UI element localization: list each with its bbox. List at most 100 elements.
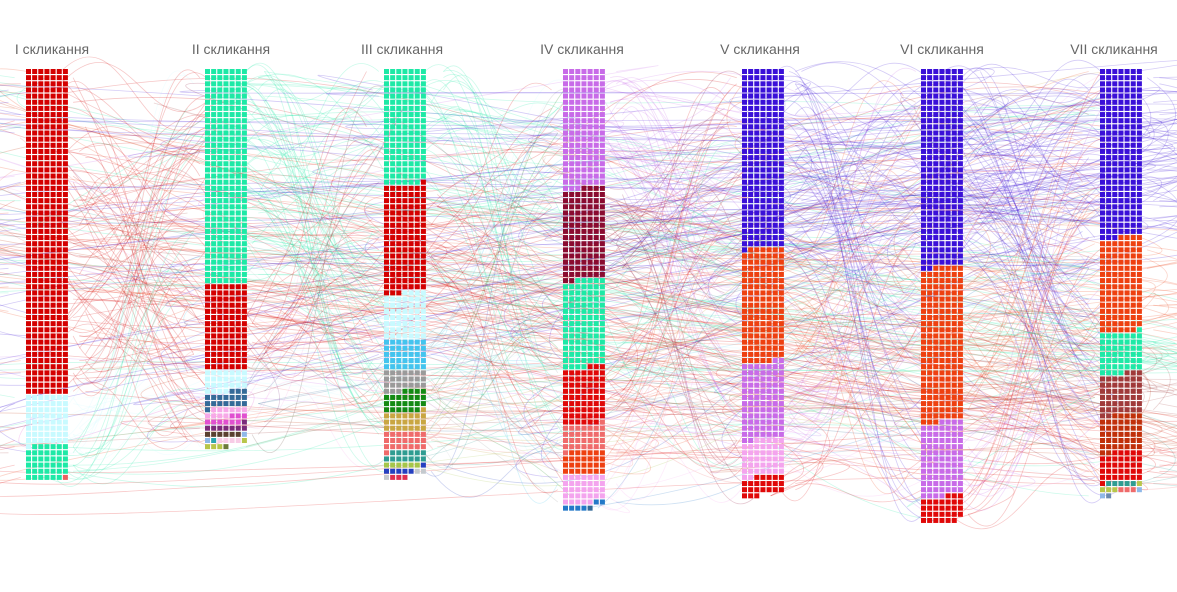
- deputy-cell: [927, 198, 933, 204]
- deputy-cell: [420, 364, 426, 370]
- flow-line: [147, 262, 1177, 433]
- deputy-cell: [235, 278, 241, 284]
- deputy-cell: [229, 155, 235, 161]
- deputy-cell: [26, 179, 31, 185]
- deputy-cell: [1130, 204, 1136, 210]
- deputy-cell: [1124, 228, 1130, 234]
- deputy-cell: [563, 450, 568, 456]
- deputy-cell: [241, 173, 247, 179]
- deputy-cell: [754, 185, 760, 191]
- deputy-cell: [575, 105, 581, 111]
- deputy-cell: [575, 124, 581, 130]
- deputy-cell: [402, 161, 408, 167]
- deputy-cell: [229, 382, 235, 388]
- deputy-cell: [1106, 407, 1112, 413]
- deputy-cell: [563, 130, 568, 136]
- deputy-cell: [384, 247, 389, 253]
- deputy-cell: [927, 308, 933, 314]
- deputy-cell: [205, 382, 210, 388]
- deputy-cell: [32, 222, 38, 228]
- deputy-cell: [921, 456, 926, 462]
- deputy-cell: [754, 339, 760, 345]
- deputy-cell: [1130, 216, 1136, 222]
- deputy-cell: [1124, 99, 1130, 105]
- flow-line: [0, 308, 822, 481]
- deputy-cell: [945, 407, 951, 413]
- deputy-cell: [575, 321, 581, 327]
- party-group: [211, 438, 217, 443]
- deputy-cell: [235, 81, 241, 87]
- deputy-cell: [957, 462, 963, 468]
- flow-line: [622, 143, 744, 375]
- flow-line: [184, 120, 836, 312]
- deputy-cell: [408, 315, 414, 320]
- deputy-cell: [1118, 394, 1124, 400]
- deputy-cell: [599, 124, 605, 130]
- deputy-cell: [778, 327, 784, 333]
- deputy-cell: [38, 388, 44, 394]
- flow-line: [980, 89, 1120, 441]
- deputy-cell: [402, 75, 408, 81]
- deputy-cell: [26, 315, 31, 320]
- deputy-cell: [1136, 382, 1142, 388]
- deputy-cell: [778, 358, 784, 364]
- deputy-cell: [205, 401, 210, 407]
- deputy-cell: [32, 235, 38, 241]
- deputy-cell: [223, 161, 229, 167]
- deputy-cell: [56, 179, 62, 185]
- deputy-cell: [229, 130, 235, 136]
- deputy-cell: [50, 364, 56, 370]
- deputy-cell: [1106, 468, 1112, 474]
- deputy-cell: [235, 419, 241, 425]
- deputy-cell: [933, 468, 939, 474]
- deputy-cell: [593, 333, 599, 339]
- deputy-cell: [223, 112, 229, 118]
- deputy-cell: [26, 198, 31, 204]
- flow-line: [412, 132, 571, 324]
- deputy-cell: [235, 185, 241, 191]
- deputy-cell: [229, 394, 235, 400]
- deputy-cell: [766, 118, 772, 124]
- deputy-cell: [748, 308, 754, 314]
- flow-line: [967, 172, 1102, 346]
- deputy-cell: [927, 75, 933, 81]
- deputy-cell: [223, 382, 229, 388]
- deputy-cell: [56, 364, 62, 370]
- deputy-cell: [420, 419, 426, 425]
- deputy-cell: [766, 315, 772, 320]
- deputy-cell: [408, 87, 414, 93]
- deputy-cell: [1130, 155, 1136, 161]
- deputy-cell: [945, 253, 951, 259]
- deputy-cell: [951, 487, 957, 493]
- deputy-cell: [1100, 69, 1105, 74]
- flow-line: [961, 67, 1090, 275]
- deputy-cell: [1118, 124, 1124, 130]
- deputy-cell: [593, 69, 599, 74]
- deputy-cell: [396, 333, 402, 339]
- deputy-cell: [742, 481, 747, 487]
- flow-line: [0, 224, 1177, 443]
- deputy-cell: [414, 431, 420, 437]
- deputy-cell: [587, 278, 593, 284]
- deputy-cell: [402, 388, 408, 394]
- deputy-cell: [44, 358, 50, 364]
- deputy-cell: [205, 99, 210, 105]
- deputy-cell: [56, 216, 62, 222]
- deputy-cell: [205, 105, 210, 111]
- deputy-cell: [927, 376, 933, 382]
- flow-line: [980, 95, 1102, 202]
- deputy-cell: [748, 296, 754, 302]
- deputy-cell: [26, 278, 31, 284]
- deputy-cell: [563, 69, 568, 74]
- flow-line: [585, 378, 1114, 509]
- flow-line: [160, 144, 1177, 491]
- deputy-cell: [211, 93, 217, 99]
- deputy-cell: [921, 93, 926, 99]
- deputy-cell: [1130, 253, 1136, 259]
- deputy-cell: [921, 382, 926, 388]
- party-group: [26, 394, 68, 450]
- deputy-cell: [921, 148, 926, 154]
- flow-line: [134, 304, 1177, 380]
- deputy-cell: [32, 124, 38, 130]
- flow-line: [801, 62, 1089, 258]
